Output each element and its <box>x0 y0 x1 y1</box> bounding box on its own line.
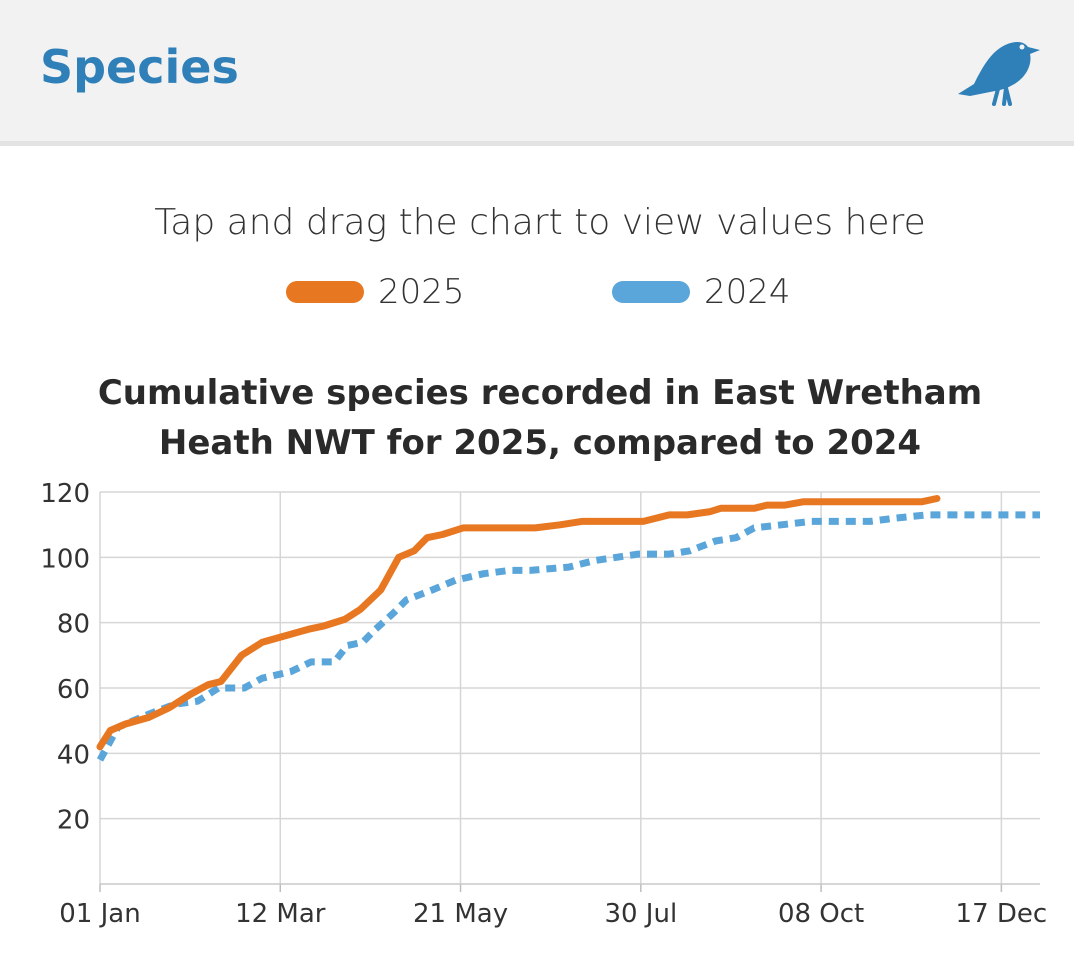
x-tick-label-1: 12 Mar <box>235 899 326 929</box>
x-tick-label-4: 08 Oct <box>778 899 864 929</box>
chart-legend: 2025 2024 <box>0 270 1074 314</box>
legend-item-2025[interactable]: 2025 <box>286 270 465 314</box>
x-tick-label-2: 21 May <box>413 899 508 929</box>
series-line-2025[interactable] <box>96 495 941 751</box>
x-tick-label-3: 30 Jul <box>604 899 677 929</box>
chart-title-line-1: Cumulative species recorded in East Wret… <box>98 373 982 413</box>
y-tick-label-80: 80 <box>57 610 90 640</box>
species-chart[interactable]: Cumulative species recorded in East Wret… <box>0 360 1074 953</box>
legend-swatch-2024 <box>612 281 690 303</box>
y-tick-label-120: 120 <box>40 479 90 509</box>
y-tick-label-60: 60 <box>57 675 90 705</box>
legend-swatch-2025 <box>286 281 364 303</box>
x-tick-label-0: 01 Jan <box>59 899 140 929</box>
page-title: Species <box>40 40 239 94</box>
y-tick-label-40: 40 <box>57 740 90 770</box>
y-tick-label-20: 20 <box>57 806 90 836</box>
legend-label-2024: 2024 <box>704 272 791 312</box>
y-tick-label-100: 100 <box>40 544 90 574</box>
app-header: Species <box>0 0 1074 146</box>
legend-item-2024[interactable]: 2024 <box>612 270 791 314</box>
bird-icon[interactable] <box>952 34 1044 106</box>
series-line-2024[interactable] <box>96 511 1040 762</box>
chart-hint-text: Tap and drag the chart to view values he… <box>154 202 926 243</box>
x-tick-label-5: 17 Dec <box>956 899 1048 929</box>
legend-label-2025: 2025 <box>378 272 465 312</box>
chart-title-line-2: Heath NWT for 2025, compared to 2024 <box>159 423 921 463</box>
chart-container[interactable]: Cumulative species recorded in East Wret… <box>0 360 1074 953</box>
